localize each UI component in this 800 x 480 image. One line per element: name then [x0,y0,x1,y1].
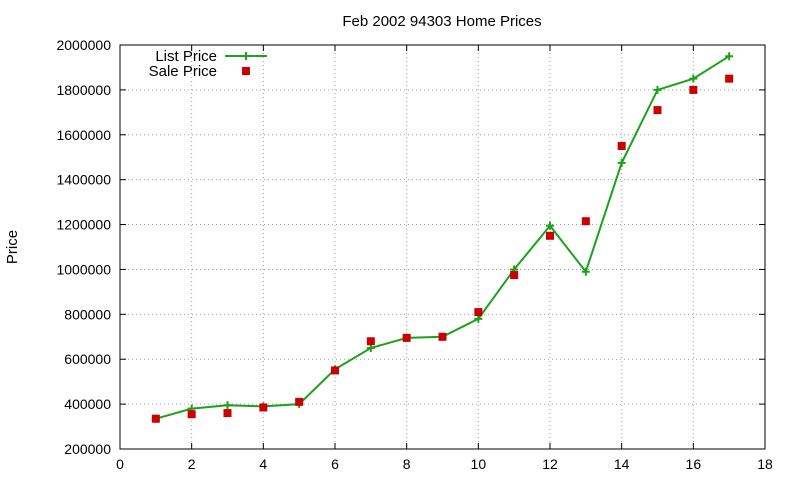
y-axis-label: Price [4,230,21,264]
x-tick-label: 14 [614,456,630,472]
series [151,52,734,423]
x-tick-label: 18 [757,456,773,472]
y-tick-label: 400000 [64,396,111,412]
y-tick-label: 600000 [64,351,111,367]
sale-price-marker [259,403,268,412]
sale-price-marker [366,337,375,346]
sale-price-marker [295,397,304,406]
y-tick-label: 800000 [64,306,111,322]
y-tick-label: 200000 [64,441,111,457]
sale-price-marker [653,106,662,115]
x-tick-label: 0 [116,456,124,472]
chart-title: Feb 2002 94303 Home Prices [342,13,541,30]
list-price-marker [546,221,554,230]
list-price-marker [581,267,590,276]
y-tick-label: 1600000 [56,127,111,143]
legend-marker-list-price [242,52,250,60]
sale-price-marker [546,231,554,240]
y-tick-label: 1400000 [56,172,111,188]
legend-marker-sale-price [242,67,250,75]
sale-price-marker [617,142,626,150]
list-price-marker [653,85,662,94]
x-tick-label: 2 [188,456,196,472]
x-tick-label: 6 [331,456,339,472]
grid [120,45,765,449]
sale-price-marker [581,217,590,226]
axis-ticks: 200000 400000 600000 800000 1000000 1200000 14… [56,37,773,472]
sale-price-marker [438,332,447,341]
legend-label-list-price: List Price [155,48,217,65]
sale-price-marker [151,414,160,423]
x-tick-label: 12 [542,456,558,472]
sale-price-marker [223,409,232,418]
list-price-marker [223,401,232,410]
list-price-marker [366,344,375,352]
list-price-marker [474,314,483,323]
sale-price-marker [725,74,734,83]
sale-price-marker [474,308,483,317]
legend-label-sale-price: Sale Price [149,63,217,80]
y-tick-label: 1200000 [56,217,111,233]
list-price-marker [689,74,698,83]
sale-price-marker [402,333,411,342]
sale-price-marker [331,366,339,375]
list-price-marker [725,52,734,61]
y-tick-label: 2000000 [56,37,111,53]
sale-price-marker [510,271,519,280]
x-tick-label: 16 [686,456,702,472]
y-tick-label: 1800000 [56,82,111,98]
x-tick-label: 4 [259,456,267,472]
x-tick-label: 10 [471,456,487,472]
x-tick-label: 8 [403,456,411,472]
legend: List Price Sale Price [149,48,267,80]
sale-price-marker [187,410,196,419]
y-tick-label: 1000000 [56,261,111,277]
plot-frame [119,44,766,450]
list-price-marker [617,158,626,167]
sale-price-marker [689,85,698,94]
